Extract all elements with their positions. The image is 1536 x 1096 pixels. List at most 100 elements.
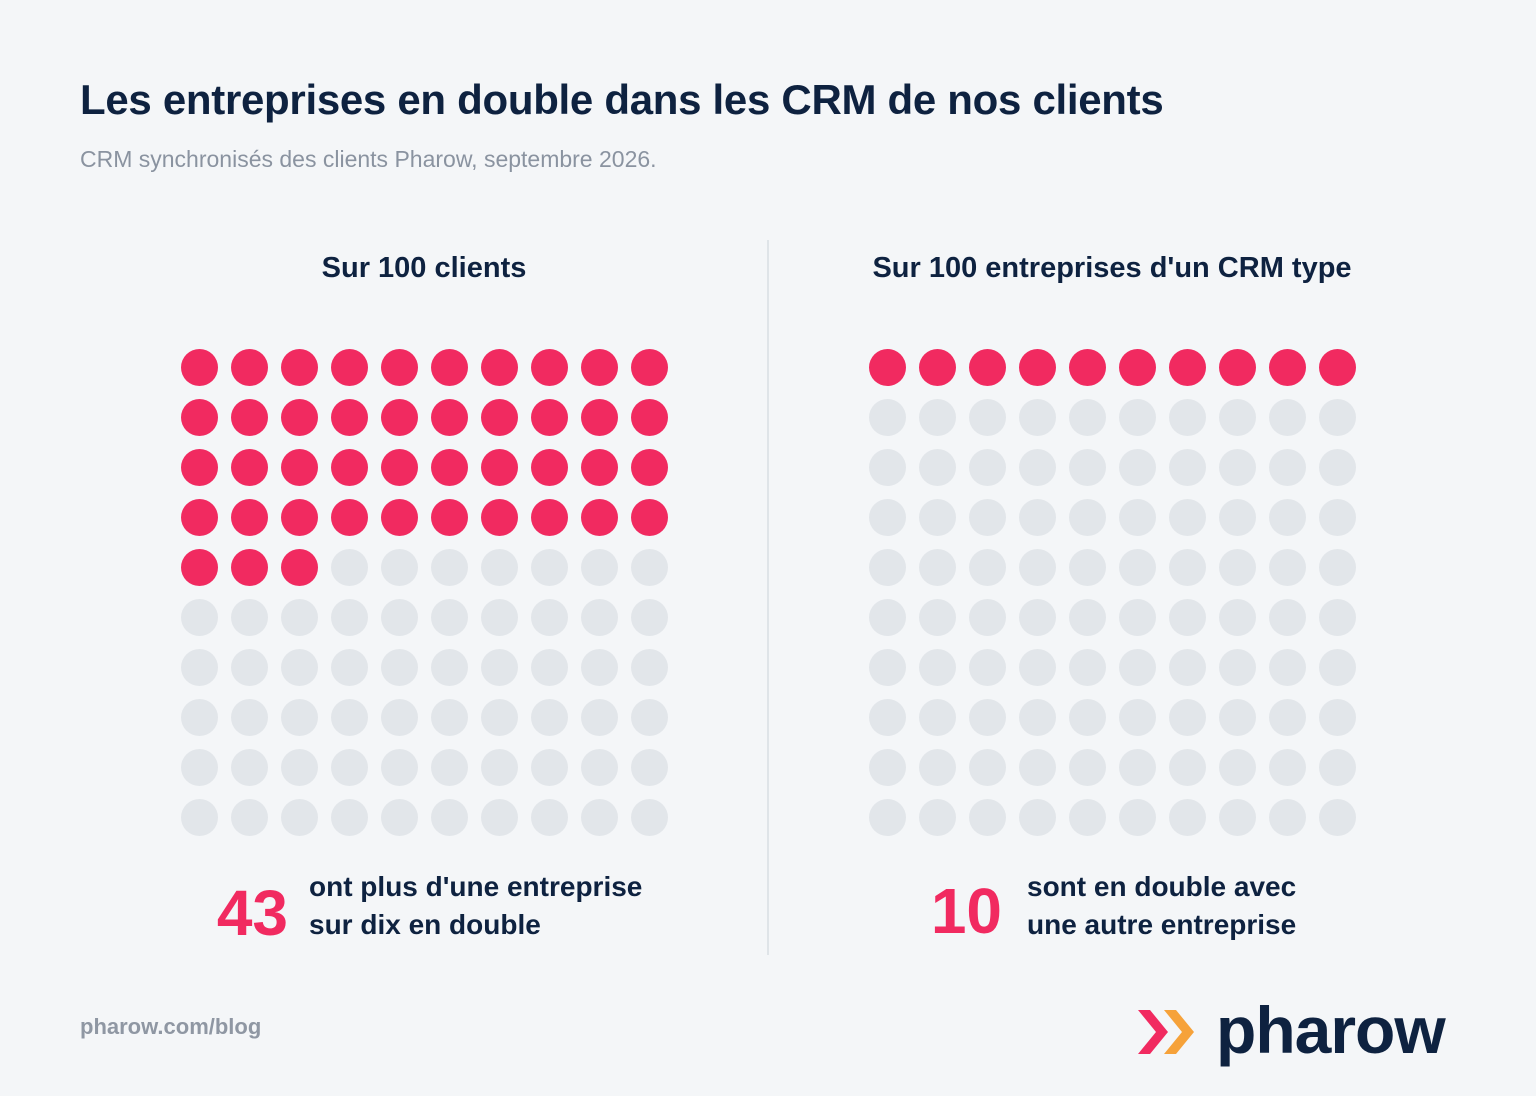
- waffle-dot-filled: [631, 449, 668, 486]
- waffle-dot-empty: [631, 599, 668, 636]
- waffle-dot-empty: [1019, 749, 1056, 786]
- waffle-dot-empty: [381, 549, 418, 586]
- waffle-dot-empty: [481, 549, 518, 586]
- waffle-dot-empty: [631, 749, 668, 786]
- waffle-dot-empty: [281, 699, 318, 736]
- stat-caption-left: ont plus d'une entreprise sur dix en dou…: [309, 868, 642, 944]
- waffle-dot-empty: [1019, 449, 1056, 486]
- waffle-dot-empty: [1119, 449, 1156, 486]
- waffle-dot-empty: [231, 749, 268, 786]
- waffle-dot-empty: [331, 699, 368, 736]
- waffle-dot-filled: [381, 449, 418, 486]
- waffle-dot-filled: [281, 549, 318, 586]
- waffle-dot-empty: [1319, 599, 1356, 636]
- waffle-dot-empty: [381, 649, 418, 686]
- waffle-dot-empty: [181, 649, 218, 686]
- waffle-dot-empty: [1169, 799, 1206, 836]
- waffle-dot-empty: [231, 799, 268, 836]
- waffle-dot-empty: [1219, 799, 1256, 836]
- waffle-dot-filled: [581, 349, 618, 386]
- waffle-dot-filled: [181, 499, 218, 536]
- waffle-dot-filled: [1119, 349, 1156, 386]
- waffle-dot-empty: [381, 749, 418, 786]
- waffle-dot-empty: [1169, 449, 1206, 486]
- waffle-dot-empty: [1069, 499, 1106, 536]
- waffle-dot-filled: [1269, 349, 1306, 386]
- waffle-dot-empty: [1169, 649, 1206, 686]
- waffle-dot-empty: [1119, 599, 1156, 636]
- waffle-dot-empty: [381, 699, 418, 736]
- waffle-dot-empty: [919, 649, 956, 686]
- waffle-dot-filled: [431, 349, 468, 386]
- waffle-dot-empty: [531, 699, 568, 736]
- waffle-dot-empty: [1019, 499, 1056, 536]
- waffle-dot-empty: [1169, 549, 1206, 586]
- waffle-dot-filled: [1019, 349, 1056, 386]
- waffle-dot-empty: [281, 749, 318, 786]
- waffle-dot-empty: [1219, 449, 1256, 486]
- waffle-dot-empty: [919, 399, 956, 436]
- waffle-dot-empty: [1119, 799, 1156, 836]
- waffle-dot-filled: [231, 349, 268, 386]
- waffle-dot-empty: [1019, 549, 1056, 586]
- waffle-dot-empty: [919, 599, 956, 636]
- waffle-dot-empty: [581, 649, 618, 686]
- waffle-dot-filled: [331, 499, 368, 536]
- waffle-dot-empty: [581, 599, 618, 636]
- waffle-dot-empty: [1319, 699, 1356, 736]
- page-subtitle: CRM synchronisés des clients Pharow, sep…: [80, 146, 657, 172]
- waffle-dot-filled: [231, 399, 268, 436]
- waffle-dot-empty: [331, 549, 368, 586]
- waffle-dot-empty: [431, 699, 468, 736]
- waffle-grid-left: [174, 342, 674, 842]
- waffle-dot-empty: [231, 649, 268, 686]
- page-title: Les entreprises en double dans les CRM d…: [80, 76, 1164, 123]
- waffle-dot-filled: [231, 449, 268, 486]
- waffle-dot-empty: [1219, 599, 1256, 636]
- waffle-dot-empty: [331, 599, 368, 636]
- waffle-dot-empty: [1119, 499, 1156, 536]
- double-chevron-right-icon: [1138, 1010, 1194, 1054]
- waffle-dot-empty: [1269, 649, 1306, 686]
- waffle-dot-empty: [231, 599, 268, 636]
- waffle-dot-empty: [969, 749, 1006, 786]
- waffle-dot-empty: [631, 799, 668, 836]
- waffle-dot-empty: [869, 599, 906, 636]
- waffle-dot-filled: [431, 449, 468, 486]
- waffle-dot-empty: [919, 549, 956, 586]
- waffle-dot-filled: [581, 449, 618, 486]
- waffle-dot-empty: [1269, 749, 1306, 786]
- waffle-dot-empty: [531, 799, 568, 836]
- waffle-dot-empty: [281, 799, 318, 836]
- waffle-dot-empty: [1319, 399, 1356, 436]
- waffle-dot-empty: [1069, 799, 1106, 836]
- waffle-dot-empty: [1169, 499, 1206, 536]
- waffle-dot-filled: [919, 349, 956, 386]
- waffle-dot-filled: [281, 349, 318, 386]
- waffle-dot-filled: [381, 499, 418, 536]
- waffle-dot-filled: [181, 449, 218, 486]
- waffle-dot-empty: [969, 799, 1006, 836]
- waffle-dot-empty: [431, 799, 468, 836]
- waffle-dot-empty: [1019, 699, 1056, 736]
- waffle-dot-empty: [1269, 399, 1306, 436]
- waffle-dot-filled: [869, 349, 906, 386]
- waffle-dot-empty: [581, 749, 618, 786]
- footer-url[interactable]: pharow.com/blog: [80, 1014, 262, 1039]
- stat-caption-left-line-1: ont plus d'une entreprise: [309, 871, 643, 902]
- waffle-dot-empty: [1119, 649, 1156, 686]
- waffle-dot-empty: [281, 599, 318, 636]
- waffle-dot-filled: [181, 399, 218, 436]
- waffle-dot-empty: [1269, 799, 1306, 836]
- waffle-dot-empty: [581, 699, 618, 736]
- waffle-dot-empty: [1069, 449, 1106, 486]
- waffle-dot-empty: [869, 399, 906, 436]
- waffle-dot-empty: [531, 549, 568, 586]
- waffle-dot-empty: [1019, 649, 1056, 686]
- waffle-dot-filled: [331, 449, 368, 486]
- waffle-dot-filled: [231, 499, 268, 536]
- waffle-dot-filled: [381, 349, 418, 386]
- waffle-dot-empty: [631, 549, 668, 586]
- waffle-dot-empty: [1019, 799, 1056, 836]
- waffle-dot-empty: [1269, 449, 1306, 486]
